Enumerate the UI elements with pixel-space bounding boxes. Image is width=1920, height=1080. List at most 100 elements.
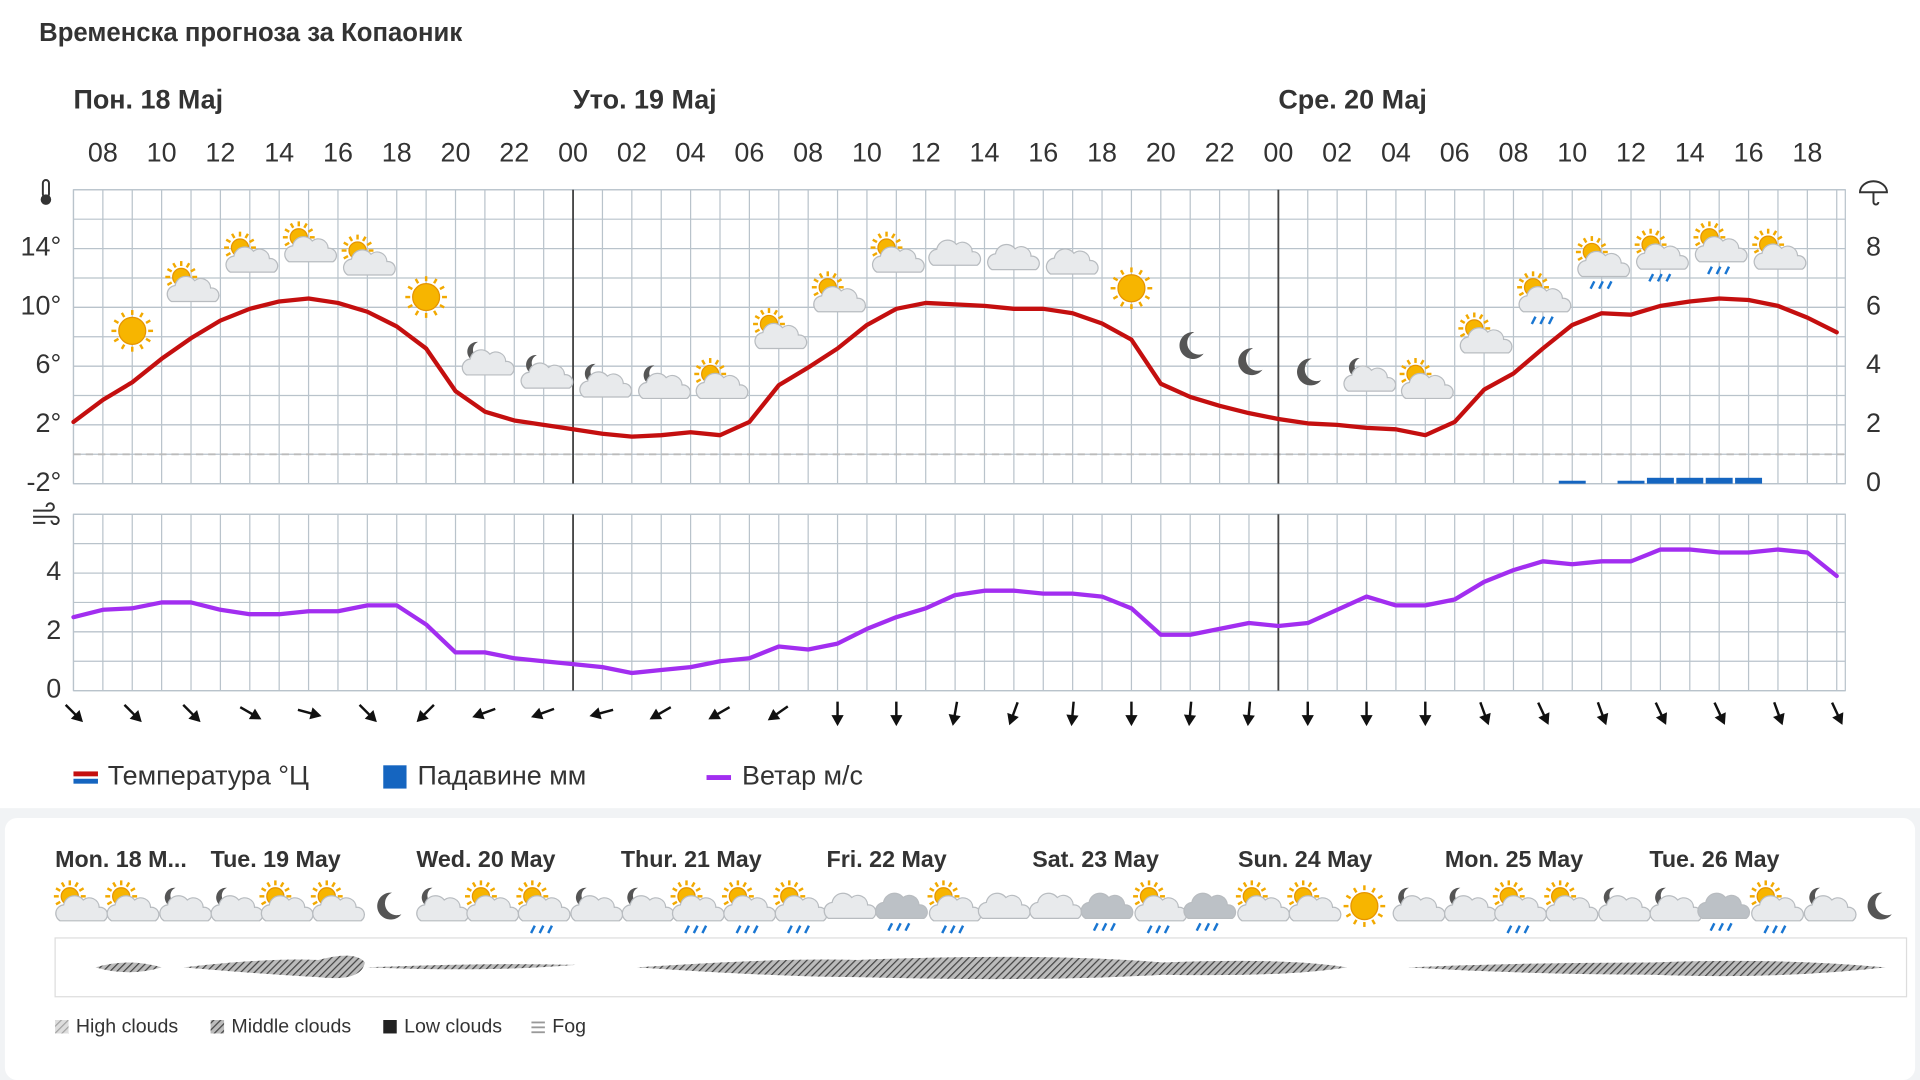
weather-icon bbox=[875, 892, 928, 932]
weather-icon bbox=[310, 880, 365, 922]
wind-arrow bbox=[649, 706, 672, 720]
wind-arrow-head bbox=[1832, 712, 1844, 725]
sun-ray bbox=[777, 314, 784, 320]
sun-ray bbox=[366, 241, 372, 247]
sun-ray bbox=[872, 238, 878, 244]
cloud bbox=[875, 892, 928, 919]
rain-drop bbox=[786, 925, 793, 934]
cloud bbox=[1288, 895, 1342, 922]
moon bbox=[1179, 332, 1204, 359]
weather-icon bbox=[1598, 887, 1652, 922]
sun-ray bbox=[260, 887, 267, 892]
sun-ray bbox=[1596, 237, 1601, 244]
overview-day-label: Sun. 24 May bbox=[1238, 846, 1372, 872]
cloud bbox=[1444, 895, 1497, 922]
sun-ray bbox=[677, 881, 683, 888]
sun-ray bbox=[754, 328, 761, 334]
sun-ray bbox=[1636, 235, 1642, 241]
sun-ray bbox=[934, 881, 940, 888]
hour-label: 10 bbox=[852, 137, 882, 167]
weather-icon bbox=[1297, 358, 1322, 386]
cloud bbox=[638, 372, 691, 400]
cloud bbox=[813, 286, 866, 313]
sun-ray bbox=[279, 881, 285, 888]
cloud bbox=[1045, 248, 1099, 275]
rain-drop bbox=[1648, 273, 1655, 282]
sun-ray bbox=[754, 314, 761, 320]
rain-drop bbox=[895, 922, 902, 932]
cloud bbox=[1694, 236, 1748, 263]
sun-ray bbox=[1718, 228, 1724, 233]
sun-ray bbox=[1713, 222, 1719, 229]
wind-arrow bbox=[1301, 701, 1314, 727]
overview-day-label: Tue. 19 May bbox=[211, 846, 341, 872]
weather-icon bbox=[694, 358, 749, 400]
sun-ray bbox=[471, 881, 477, 888]
wind-arrow-head bbox=[1479, 712, 1491, 726]
sun-ray bbox=[1756, 881, 1762, 888]
weather-icon bbox=[811, 271, 866, 313]
sun-ray bbox=[1478, 314, 1484, 320]
sun-ray bbox=[1772, 230, 1778, 236]
cloud bbox=[1598, 895, 1652, 922]
wind-arrow-head bbox=[1125, 715, 1138, 727]
sun-ray bbox=[742, 881, 747, 888]
overview-day-label: Wed. 20 May bbox=[416, 846, 555, 872]
cloud-legend-label: High clouds bbox=[76, 1016, 179, 1038]
hour-label: 04 bbox=[676, 137, 706, 167]
sun-ray bbox=[307, 228, 314, 233]
sun-ray bbox=[1577, 242, 1583, 248]
sun-ray bbox=[1157, 887, 1164, 892]
hour-label: 16 bbox=[323, 137, 353, 167]
title: Временска прогноза за Копаоник bbox=[39, 19, 462, 47]
y2-tick-label: 2 bbox=[1866, 408, 1881, 438]
cloud bbox=[723, 895, 777, 922]
hour-label: 12 bbox=[1616, 137, 1646, 167]
rain-drop bbox=[752, 925, 759, 934]
sun-ray bbox=[1237, 900, 1243, 906]
sun-ray bbox=[780, 881, 785, 888]
sun-ray bbox=[185, 262, 191, 269]
wind-arrow bbox=[589, 707, 614, 720]
cloud bbox=[977, 892, 1031, 919]
hour-label: 14 bbox=[970, 137, 1000, 167]
sun-ray bbox=[139, 312, 144, 318]
weather-icon bbox=[259, 880, 314, 922]
rain-drop bbox=[795, 925, 802, 934]
sun-ray bbox=[929, 887, 935, 892]
hour-label: 18 bbox=[1792, 137, 1822, 167]
weather-icon bbox=[1693, 221, 1748, 275]
sun-ray bbox=[1377, 894, 1384, 900]
hour-label: 18 bbox=[1087, 137, 1117, 167]
sun-ray bbox=[289, 222, 295, 229]
rain-drop bbox=[1092, 922, 1099, 932]
rain-drop bbox=[1101, 922, 1108, 932]
temperature-line bbox=[71, 296, 1839, 439]
rain-drop bbox=[744, 925, 751, 934]
weather-icon bbox=[823, 892, 877, 919]
legend-label: Ветар м/с bbox=[742, 761, 863, 791]
weather-icon bbox=[1458, 312, 1513, 354]
sun-ray bbox=[106, 887, 113, 892]
rain-drop bbox=[538, 925, 545, 934]
sun-ray bbox=[1465, 314, 1470, 320]
cloud bbox=[1753, 243, 1807, 270]
cloud-legend-label: Low clouds bbox=[404, 1016, 502, 1038]
wind-arrow-head bbox=[129, 710, 142, 723]
wind-arrow-head bbox=[188, 710, 201, 723]
sun-ray bbox=[1545, 887, 1552, 892]
rain-drop bbox=[1155, 925, 1162, 934]
precip-bar bbox=[1646, 477, 1674, 484]
cloud bbox=[106, 895, 160, 922]
rain-drop bbox=[1204, 922, 1211, 932]
sun-ray bbox=[1545, 900, 1552, 906]
hour-label: 02 bbox=[1322, 137, 1352, 167]
hour-label: 06 bbox=[734, 137, 764, 167]
overview-day-label: Mon. 25 May bbox=[1445, 846, 1583, 872]
sun-ray bbox=[343, 241, 349, 247]
weather-icon bbox=[928, 239, 982, 266]
sun-ray bbox=[113, 337, 120, 343]
weather-icon bbox=[516, 880, 571, 934]
wind-arrow-head bbox=[472, 707, 485, 720]
rain-drop bbox=[1709, 922, 1716, 932]
